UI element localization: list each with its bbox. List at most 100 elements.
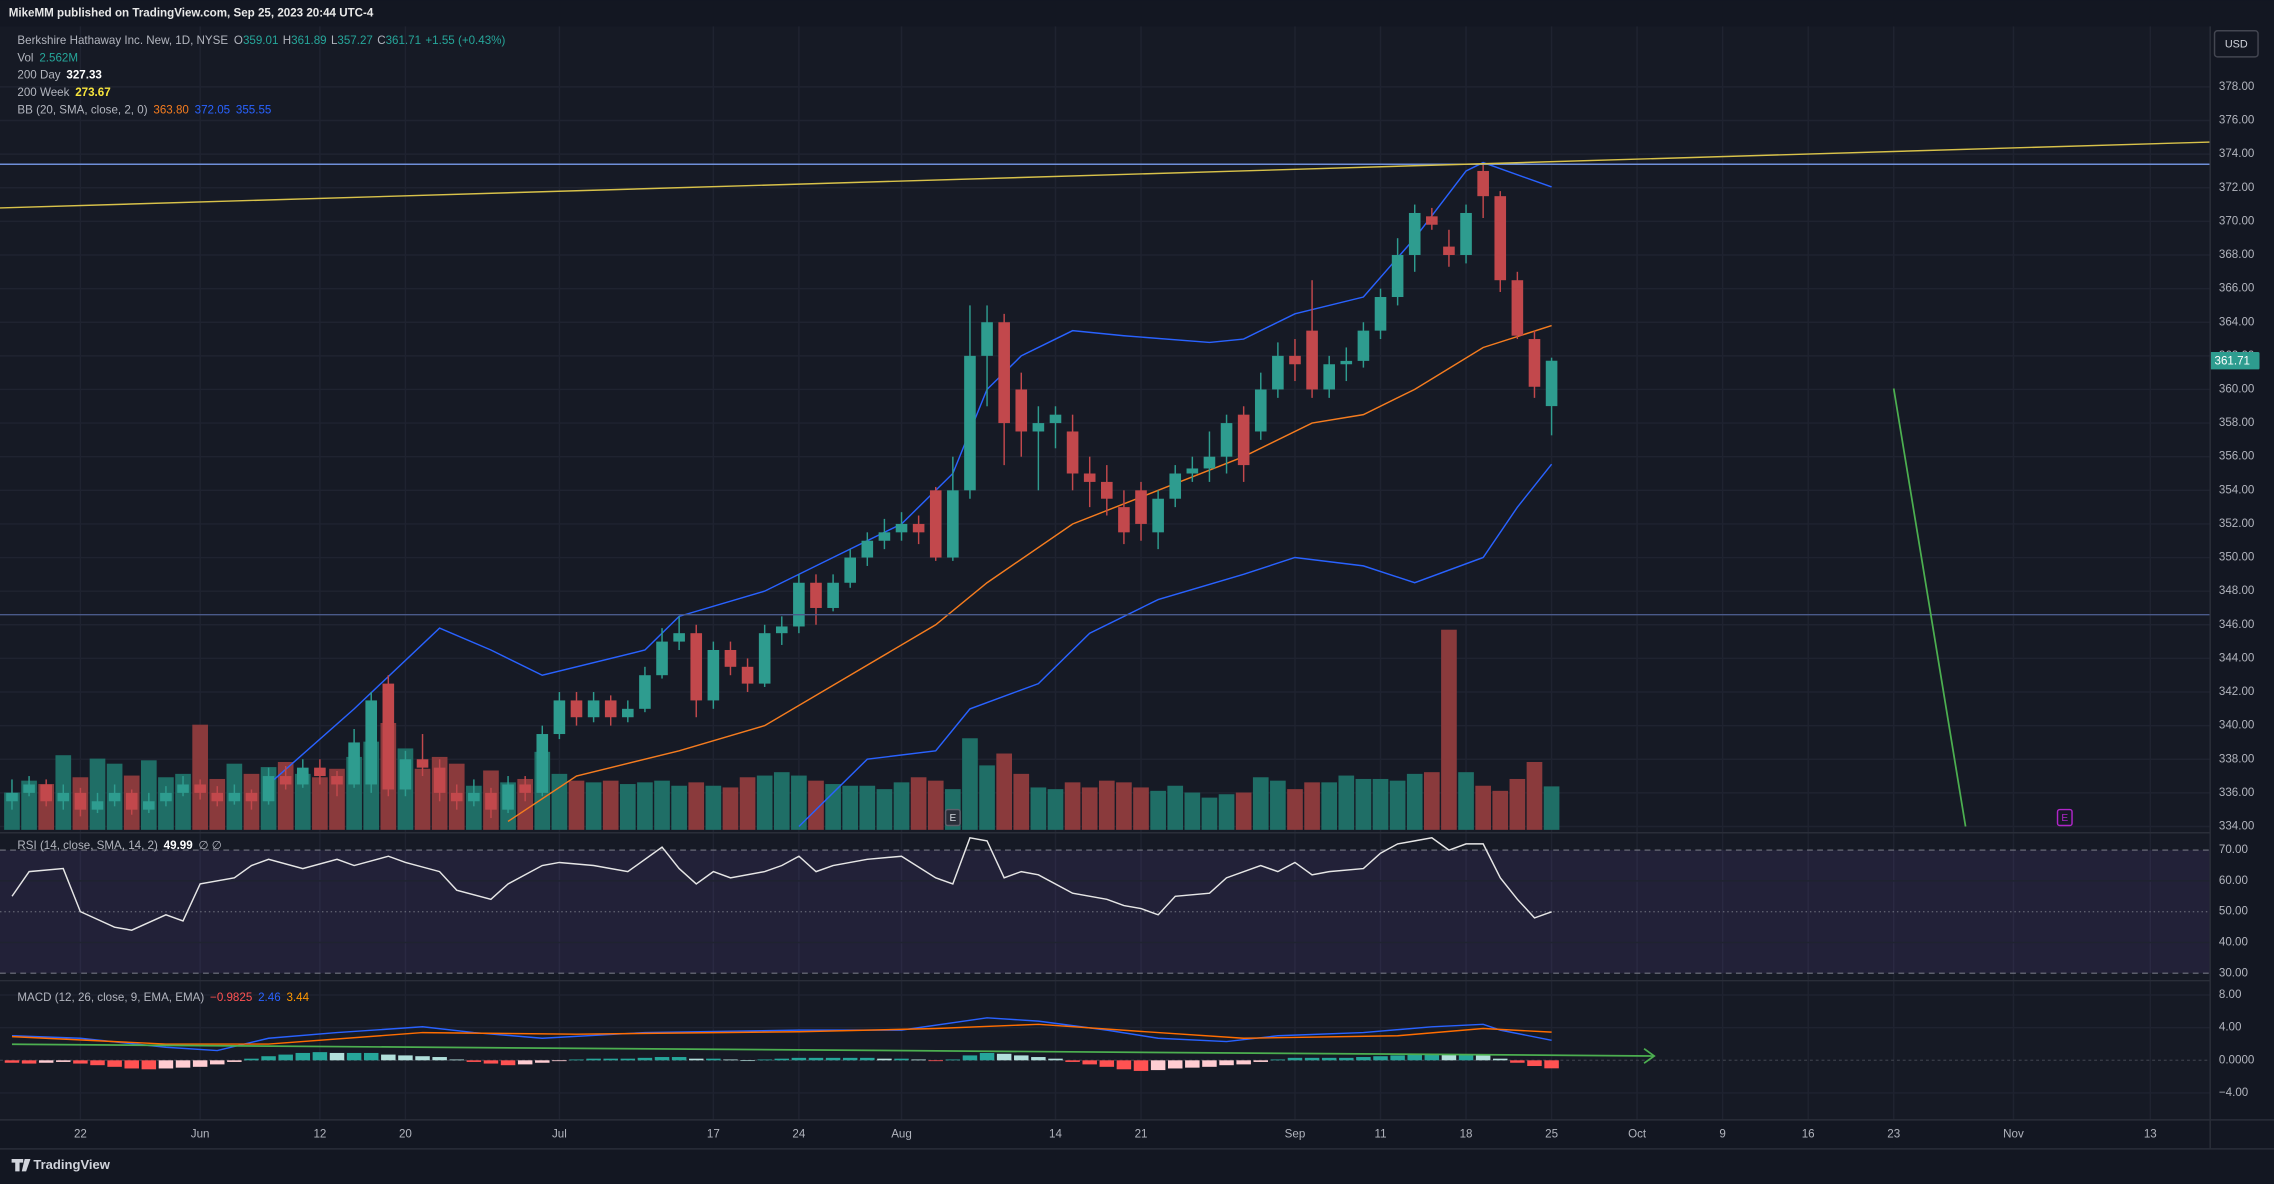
volume-bar bbox=[1372, 778, 1389, 830]
candle-body bbox=[1049, 414, 1062, 424]
candle-body bbox=[57, 792, 70, 802]
bb-value: 355.55 bbox=[236, 104, 271, 117]
y-tick-label: 368.00 bbox=[2219, 248, 2254, 261]
y-tick-label: 354.00 bbox=[2219, 483, 2254, 496]
volume-bar bbox=[294, 773, 311, 830]
currency-button[interactable] bbox=[2213, 30, 2259, 58]
candle-body bbox=[125, 792, 138, 810]
macd-histogram-bar bbox=[124, 1060, 139, 1069]
macd-histogram-bar bbox=[740, 1060, 755, 1062]
legend-line: Vol 2.562M bbox=[17, 51, 78, 64]
macd-histogram-bar bbox=[415, 1056, 430, 1061]
macd-histogram-bar bbox=[1150, 1060, 1166, 1071]
volume-bar bbox=[1287, 789, 1303, 830]
volume-bar bbox=[1389, 780, 1406, 830]
volume-bar bbox=[1441, 629, 1457, 830]
macd-histogram-bar bbox=[979, 1052, 995, 1061]
bollinger-basis bbox=[507, 324, 1552, 823]
y-tick-label: 372.00 bbox=[2219, 181, 2254, 194]
y-tick-label: 346.00 bbox=[2219, 618, 2254, 631]
candle-body bbox=[23, 784, 35, 793]
vol-value: 2.562M bbox=[39, 51, 78, 64]
macd-histogram-bar bbox=[1185, 1060, 1200, 1068]
event-marker bbox=[944, 808, 961, 827]
macd-histogram-bar bbox=[227, 1060, 242, 1062]
candle-body bbox=[108, 792, 121, 802]
symbol: Berkshire Hathaway Inc. New, 1D, NYSE bbox=[17, 34, 228, 47]
ohlc-label: C bbox=[377, 34, 385, 47]
macd-histogram-bar bbox=[603, 1058, 618, 1061]
macd-histogram-bar bbox=[295, 1052, 311, 1061]
candle-body bbox=[245, 792, 258, 802]
macd-histogram-bar bbox=[945, 1059, 961, 1061]
macd-histogram-bar bbox=[552, 1060, 567, 1062]
candle-body bbox=[40, 784, 52, 802]
signal-line bbox=[12, 1023, 1552, 1045]
candle-body bbox=[296, 767, 309, 785]
ma-label: 200 Day bbox=[17, 69, 60, 82]
volume-bar bbox=[1458, 772, 1474, 830]
macd-histogram-bar bbox=[620, 1058, 636, 1061]
ohlc-label: O bbox=[234, 34, 243, 47]
volume-bar bbox=[722, 787, 739, 830]
candle-body bbox=[365, 700, 378, 785]
candle-body bbox=[1203, 456, 1216, 469]
macd-histogram-bar bbox=[928, 1060, 943, 1062]
volume-bar bbox=[962, 738, 978, 830]
volume-bar bbox=[739, 777, 756, 830]
candle-body bbox=[279, 776, 292, 785]
candle-body bbox=[673, 633, 685, 642]
arrow-head bbox=[1643, 1048, 1656, 1064]
volume-bar bbox=[654, 780, 670, 830]
candle-body bbox=[160, 792, 172, 802]
macd-histogram-bar bbox=[141, 1060, 157, 1070]
volume-bar bbox=[312, 777, 328, 830]
rsi-legend: RSI (14, close, SMA, 14, 2) 49.99 ∅ ∅ bbox=[17, 839, 222, 852]
volume-bar bbox=[1081, 787, 1098, 830]
macd-histogram-bar bbox=[825, 1057, 841, 1061]
x-tick-label: Jun bbox=[191, 1127, 210, 1140]
ma-label: 200 Week bbox=[17, 86, 69, 99]
macd-histogram-bar bbox=[346, 1052, 362, 1061]
drawn-line bbox=[1892, 388, 1967, 827]
macd-histogram-bar bbox=[1236, 1060, 1251, 1065]
volume-bar bbox=[1013, 773, 1030, 830]
bb-label: BB (20, SMA, close, 2, 0) bbox=[17, 104, 147, 117]
volume-bar bbox=[756, 775, 773, 830]
event-label: E bbox=[2061, 813, 2068, 824]
legend-line: Berkshire Hathaway Inc. New, 1D, NYSE O35… bbox=[17, 34, 505, 47]
volume-bar bbox=[705, 785, 722, 830]
arrow-line bbox=[11, 1043, 1655, 1057]
currency[interactable]: USD bbox=[2225, 38, 2248, 50]
ma-value: 273.67 bbox=[75, 86, 110, 99]
volume-bar bbox=[1150, 790, 1166, 830]
candle-body bbox=[1272, 355, 1284, 390]
macd-histogram-bar bbox=[1270, 1059, 1286, 1061]
candle-body bbox=[1220, 423, 1233, 457]
macd-tick-label: 4.00 bbox=[2219, 1021, 2242, 1034]
last-price-box bbox=[2210, 352, 2260, 370]
macd-histogram-bar bbox=[757, 1059, 772, 1061]
macd-histogram-bar bbox=[483, 1060, 499, 1064]
volume-bar bbox=[619, 784, 636, 830]
x-tick-label: 9 bbox=[1719, 1127, 1725, 1140]
ohlc-label: L bbox=[331, 34, 338, 47]
macd-histogram-bar bbox=[381, 1054, 396, 1061]
macd-value: 2.46 bbox=[258, 991, 281, 1004]
candle-body bbox=[211, 792, 224, 802]
macd-histogram-bar bbox=[1219, 1060, 1234, 1066]
rsi-line bbox=[11, 836, 1552, 931]
y-tick-label: 364.00 bbox=[2219, 315, 2254, 328]
ma-value: 327.33 bbox=[66, 69, 102, 82]
candle-body bbox=[775, 626, 788, 634]
macd-histogram-bar bbox=[466, 1060, 482, 1062]
event-label: E bbox=[949, 813, 956, 824]
volume-bar bbox=[1509, 778, 1526, 830]
y-tick-label: 350.00 bbox=[2219, 551, 2254, 564]
x-tick-label: 14 bbox=[1049, 1127, 1062, 1140]
candle-body bbox=[433, 767, 446, 793]
volume-bar bbox=[842, 785, 859, 830]
macd-histogram-bar bbox=[1099, 1060, 1115, 1067]
macd-histogram-bar bbox=[90, 1060, 105, 1066]
